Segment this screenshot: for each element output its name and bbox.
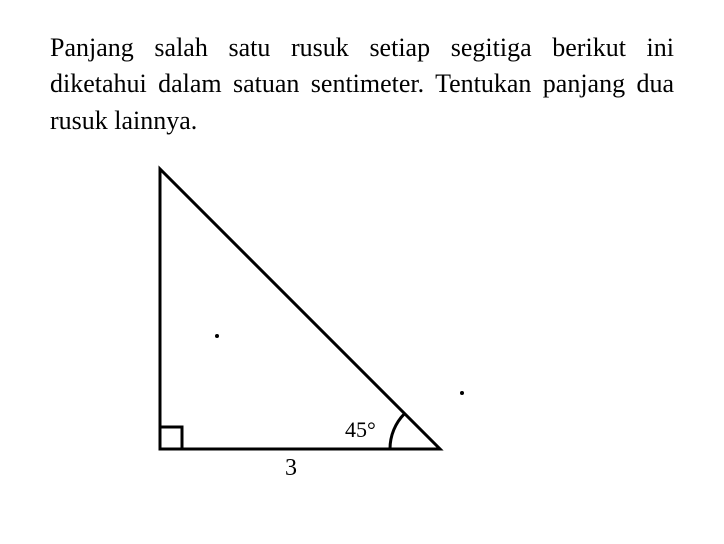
question-text: Panjang salah satu rusuk setiap segitiga… bbox=[50, 30, 674, 139]
question-line1: Panjang salah satu rusuk setiap segitiga bbox=[50, 33, 532, 62]
angle-45-label: 45° bbox=[345, 417, 376, 443]
triangle-path bbox=[160, 169, 440, 449]
right-angle-marker bbox=[160, 427, 182, 449]
angle-arc bbox=[390, 414, 405, 449]
triangle-diagram: 45° 3 bbox=[120, 159, 500, 499]
triangle-svg bbox=[120, 159, 500, 499]
base-length-label: 3 bbox=[285, 455, 297, 482]
